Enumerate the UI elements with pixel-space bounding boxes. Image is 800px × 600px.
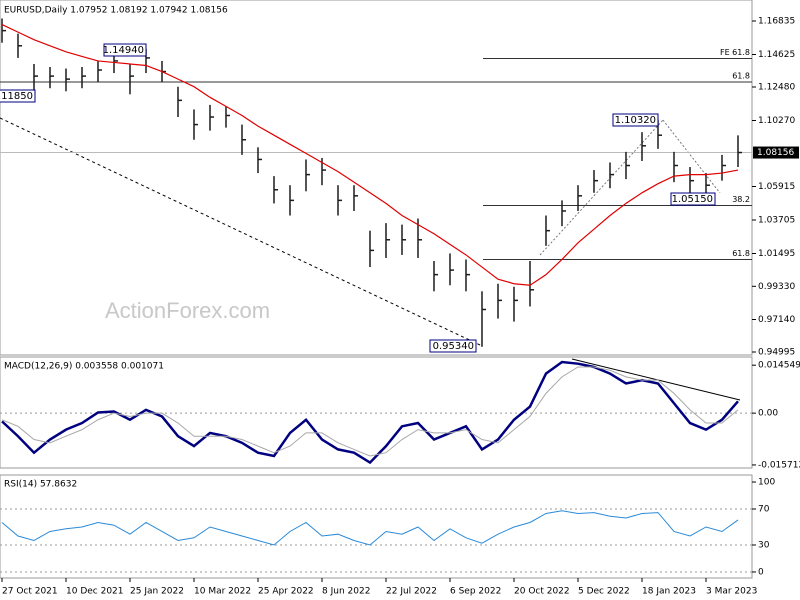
x-tick-label: 10 Mar 2022: [194, 587, 251, 597]
y-tick-label: -0.015712: [758, 460, 800, 470]
x-tick-label: 27 Oct 2021: [2, 587, 58, 597]
annotation: 1.05150: [672, 194, 713, 205]
x-tick-label: 20 Oct 2022: [514, 587, 570, 597]
x-tick-label: 22 Jul 2022: [386, 587, 437, 597]
y-tick-label: 0.94995: [758, 347, 795, 357]
x-tick-label: 3 Mar 2023: [706, 587, 757, 597]
y-tick-label: 0.99330: [758, 282, 795, 292]
y-tick-label: 1.16835: [758, 17, 795, 27]
indicator-line: [1, 360, 739, 465]
annotation: 1.14940: [103, 45, 144, 56]
x-tick-label: 6 Sep 2022: [450, 587, 501, 597]
rsi-panel: [0, 474, 753, 579]
y-tick-label: 1.03705: [758, 215, 795, 225]
x-tick-label: 18 Jan 2023: [642, 587, 696, 597]
moving-average: [1, 24, 739, 286]
annotation-box: [612, 113, 659, 127]
annotation-box: [670, 192, 716, 206]
annotation-box: [103, 43, 147, 57]
y-tick-label: 100: [758, 478, 775, 488]
macd-title: MACD(12,26,9) 0.003558 0.001071: [4, 362, 164, 372]
x-tick-label: 10 Dec 2021: [66, 587, 124, 597]
price-panel: [0, 0, 753, 356]
y-tick-label: 0: [758, 567, 764, 577]
watermark: ActionForex.com: [105, 298, 270, 323]
annotation-box: [429, 339, 477, 353]
last-price-box: [753, 146, 799, 159]
price-title: EURUSD,Daily 1.07952 1.08192 1.07942 1.0…: [4, 6, 228, 16]
macd-panel: [0, 356, 753, 469]
x-tick-label: 8 Jun 2022: [322, 587, 370, 597]
y-tick-label: 1.12480: [758, 83, 795, 93]
fib-label: 61.8: [732, 72, 750, 81]
indicator-line: [1, 510, 739, 546]
y-tick-label: 1.05915: [758, 182, 795, 192]
annotation-box: [0, 89, 36, 103]
x-tick-label: 25 Apr 2022: [258, 587, 314, 597]
y-tick-label: 0.014549: [758, 361, 800, 371]
y-tick-label: 70: [758, 505, 770, 515]
x-tick-label: 5 Dec 2022: [578, 587, 630, 597]
macd-trend-line: [571, 358, 741, 401]
y-tick-label: 1.14625: [758, 50, 795, 60]
annotation: 0.95340: [433, 341, 474, 352]
trend-line: [539, 119, 664, 256]
fib-label: 61.8: [732, 249, 750, 258]
fib-label: FE 61.8: [720, 48, 750, 57]
trend-line: [0, 117, 481, 346]
trend-line: [662, 119, 721, 194]
annotation: 1.11850: [0, 91, 33, 102]
annotation: 1.10320: [615, 115, 656, 126]
rsi-title: RSI(14) 57.8632: [4, 480, 77, 490]
y-tick-label: 1.01495: [758, 249, 795, 259]
last-price-label: 1.08156: [757, 148, 794, 158]
indicator-line: [1, 366, 739, 457]
fib-label: 38.2: [732, 195, 750, 204]
x-tick-label: 25 Jan 2022: [130, 587, 184, 597]
y-tick-label: 0.97140: [758, 315, 795, 325]
y-tick-label: 30: [758, 540, 770, 550]
y-tick-label: 0.00: [758, 409, 778, 419]
y-tick-label: 1.10270: [758, 116, 795, 126]
